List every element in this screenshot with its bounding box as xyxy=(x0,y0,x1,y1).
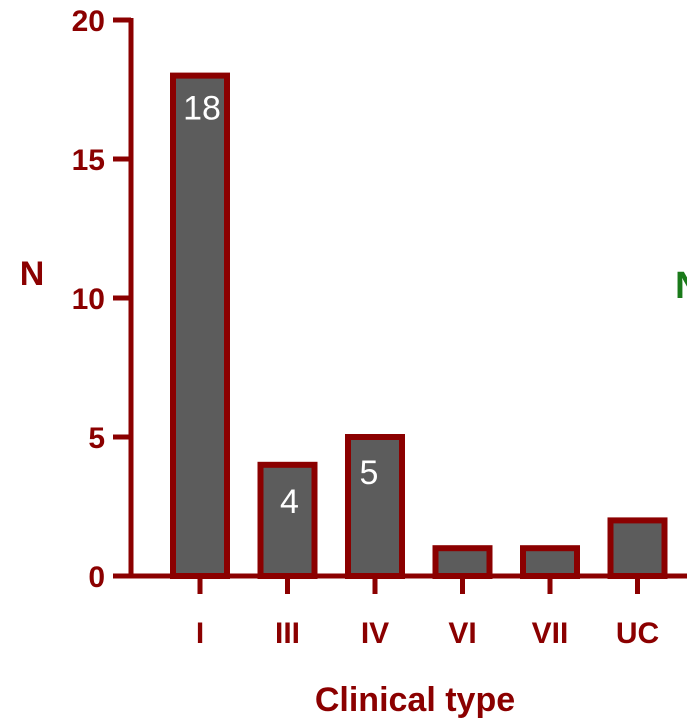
data-label: 18 xyxy=(183,90,221,128)
bar xyxy=(607,517,668,580)
y-tick-label: 15 xyxy=(72,144,105,177)
x-tick-label: UC xyxy=(616,617,659,650)
clipped-side-text: N xyxy=(675,265,687,307)
data-label: 4 xyxy=(280,483,299,521)
y-tick-label: 0 xyxy=(88,561,105,594)
y-ticks: 0 5 10 15 20 xyxy=(72,5,131,594)
x-axis-label: Clinical type xyxy=(315,681,515,719)
y-axis-label: N xyxy=(20,255,45,293)
x-ticks: I III IV VI VII UC xyxy=(196,576,659,650)
y-tick-label: 5 xyxy=(88,422,105,455)
x-tick-label: I xyxy=(196,617,204,650)
data-label: 5 xyxy=(360,454,379,492)
x-tick-label: IV xyxy=(361,617,389,650)
bar xyxy=(345,434,405,579)
bar xyxy=(170,72,230,579)
bar xyxy=(520,545,580,580)
x-tick-label: VI xyxy=(448,617,476,650)
x-tick-label: III xyxy=(275,617,300,650)
y-tick-label: 20 xyxy=(72,5,105,38)
bar xyxy=(432,545,493,580)
x-tick-label: VII xyxy=(532,617,569,650)
y-tick-label: 10 xyxy=(72,283,105,316)
